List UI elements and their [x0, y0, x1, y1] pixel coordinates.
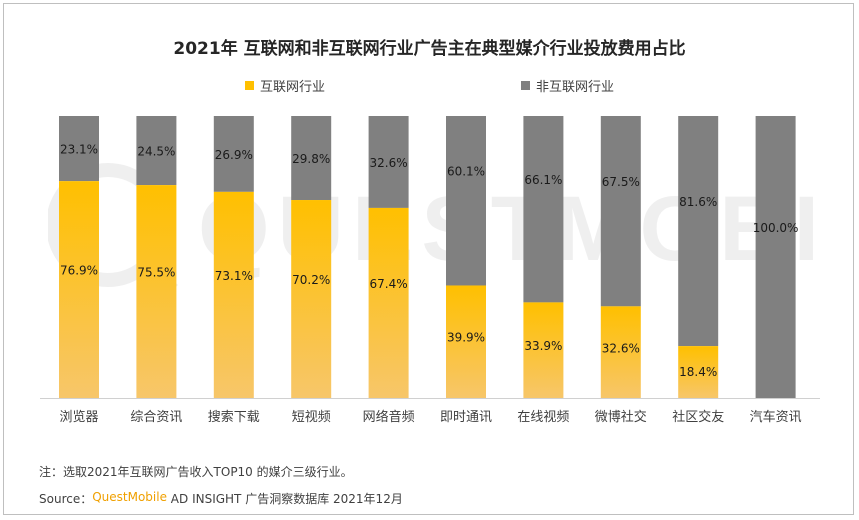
footnote: 注：选取2021年互联网广告收入TOP10 的媒介三级行业。 [39, 465, 353, 479]
source-brand: QuestMobile [92, 490, 167, 504]
data-label-internet: 18.4% [679, 365, 717, 379]
bar-non-internet [136, 116, 177, 186]
data-label-non-internet: 26.9% [215, 148, 253, 162]
legend-label-non-internet: 非互联网行业 [536, 80, 615, 95]
legend-label-internet: 互联网行业 [260, 80, 326, 95]
bar-non-internet [446, 116, 486, 286]
bar-internet [136, 185, 177, 398]
data-label-non-internet: 67.5% [602, 175, 640, 189]
chart-title: 2021年 互联网和非互联网行业广告主在典型媒介行业投放费用占比 [173, 39, 686, 59]
bar-non-internet [600, 116, 641, 307]
data-label-non-internet: 29.8% [292, 152, 330, 166]
x-tick-label: 在线视频 [517, 410, 569, 425]
bar-internet [446, 285, 486, 398]
legend-swatch-non-internet [521, 81, 530, 90]
data-label-non-internet: 24.5% [137, 145, 175, 159]
x-tick-label: 综合资讯 [130, 410, 182, 425]
bar-internet [59, 181, 99, 398]
data-label-non-internet: 60.1% [447, 165, 485, 179]
x-tick-label: 浏览器 [59, 409, 98, 425]
x-tick-label: 汽车资讯 [750, 409, 802, 425]
data-label-internet: 39.9% [447, 331, 485, 345]
data-label-internet: 32.6% [602, 341, 640, 355]
bar-internet [368, 207, 409, 398]
x-tick-label: 搜索下载 [208, 410, 260, 425]
bar-internet [213, 191, 254, 398]
source-line: Source： QuestMobile AD INSIGHT 广告洞察数据库 2… [39, 490, 403, 507]
bar-internet [291, 200, 332, 398]
bar-non-internet [291, 116, 332, 201]
legend-item-non-internet: 非互联网行业 [521, 76, 614, 95]
bar-internet [600, 306, 641, 399]
x-tick-label: 微博社交 [595, 409, 647, 425]
legend-item-internet: 互联网行业 [245, 76, 325, 95]
data-label-internet: 75.5% [137, 266, 175, 280]
bar-non-internet [59, 116, 99, 182]
bar-non-internet [755, 116, 796, 398]
data-label-internet: 67.4% [370, 277, 408, 291]
source-rest: AD INSIGHT 广告洞察数据库 2021年12月 [166, 492, 403, 506]
data-label-internet: 76.9% [60, 264, 98, 278]
data-label-non-internet: 66.1% [524, 173, 562, 187]
data-label-non-internet: 23.1% [60, 143, 98, 157]
data-label-internet: 70.2% [292, 273, 330, 287]
bar-internet [678, 346, 719, 398]
x-tick-label: 社区交友 [672, 409, 724, 425]
bar-non-internet [678, 116, 719, 347]
data-label-non-internet: 32.6% [370, 156, 408, 170]
x-tick-label: 即时通讯 [440, 410, 492, 425]
bar-internet [523, 302, 564, 398]
bar-non-internet [213, 116, 254, 192]
source-prefix: Source： [39, 492, 93, 506]
data-label-non-internet: 81.6% [679, 195, 717, 209]
data-label-internet: 33.9% [524, 339, 562, 353]
x-tick-label: 网络音频 [363, 409, 415, 425]
legend-swatch-internet [245, 81, 254, 90]
x-tick-label: 短视频 [292, 410, 331, 425]
data-label-internet: 73.1% [215, 269, 253, 283]
bar-non-internet [523, 116, 564, 303]
data-label-non-internet: 100.0% [753, 221, 799, 235]
bar-non-internet [368, 116, 409, 208]
